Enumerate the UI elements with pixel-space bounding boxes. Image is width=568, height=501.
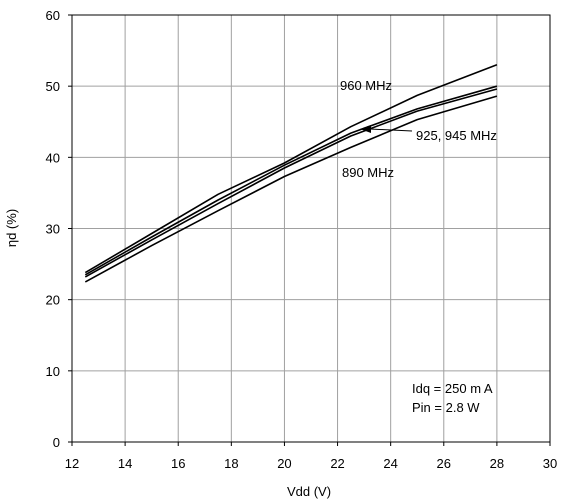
x-tick-label: 30 [543,456,557,471]
y-tick-label: 40 [46,150,60,165]
annotation-arrow-line [369,128,413,132]
y-axis-ticks: 0 10 20 30 40 50 60 [46,8,72,450]
x-axis-ticks: 12 14 16 18 20 22 24 26 28 30 [65,442,557,471]
y-tick-label: 60 [46,8,60,23]
y-tick-label: 10 [46,364,60,379]
series-line-925-mhz [84,85,498,276]
label-890mhz: 890 MHz [342,165,394,180]
y-axis-label: ηd (%) [4,209,19,247]
series-line-890-mhz [84,95,498,283]
annotation-arrow-head [360,125,371,133]
series-line-960-mhz [84,64,498,274]
x-tick-label: 22 [330,456,344,471]
x-tick-label: 20 [277,456,291,471]
x-tick-label: 24 [383,456,397,471]
grid [72,15,550,442]
bias-condition-pin: Pin = 2.8 W [412,400,480,415]
x-tick-label: 18 [224,456,238,471]
bias-condition-idq: Idq = 250 m A [412,381,493,396]
x-tick-label: 14 [118,456,132,471]
y-tick-label: 50 [46,79,60,94]
y-tick-label: 20 [46,293,60,308]
label-925-945mhz: 925, 945 MHz [416,128,497,143]
x-tick-label: 28 [490,456,504,471]
x-axis-label: Vdd (V) [287,484,331,499]
series-group [84,64,498,283]
y-tick-label: 0 [53,435,60,450]
y-tick-label: 30 [46,222,60,237]
x-tick-label: 16 [171,456,185,471]
series-line-945-mhz [84,88,498,278]
label-960mhz: 960 MHz [340,78,392,93]
x-tick-label: 12 [65,456,79,471]
x-tick-label: 26 [437,456,451,471]
